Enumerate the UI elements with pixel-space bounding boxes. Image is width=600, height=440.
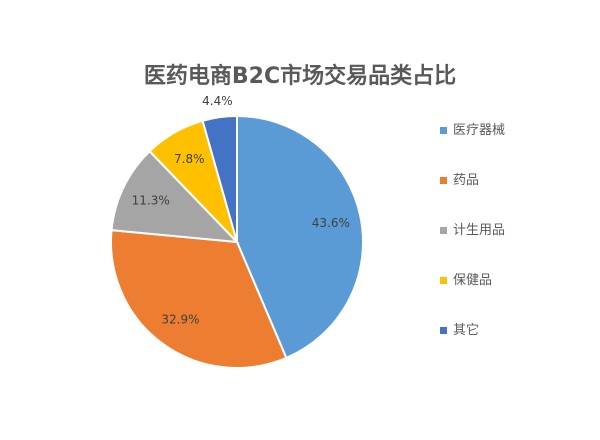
data-label: 4.4%	[202, 94, 233, 108]
legend-swatch	[440, 327, 447, 334]
legend-item: 保健品	[440, 269, 492, 288]
legend-item: 药品	[440, 169, 479, 188]
legend-item: 医疗器械	[440, 119, 505, 138]
legend-swatch	[440, 177, 447, 184]
legend-label: 保健品	[453, 273, 493, 288]
data-label: 11.3%	[132, 193, 170, 207]
legend-swatch	[440, 227, 447, 234]
pie-slice-0	[236, 114, 364, 360]
legend-label: 医疗器械	[453, 123, 506, 138]
data-label: 32.9%	[161, 312, 199, 326]
legend-item: 其它	[440, 319, 479, 338]
legend-swatch	[440, 277, 447, 284]
pie-slice-1	[110, 229, 288, 369]
data-label: 43.6%	[312, 216, 350, 230]
legend-item: 计生用品	[440, 219, 505, 238]
legend-label: 计生用品	[453, 223, 506, 238]
legend-swatch	[440, 127, 447, 134]
legend-label: 药品	[453, 173, 480, 188]
legend-label: 其它	[453, 323, 480, 338]
chart-title: 医药电商B2C市场交易品类占比	[143, 64, 457, 89]
data-label: 7.8%	[174, 152, 205, 166]
pie-slice-4	[201, 114, 238, 243]
pie-slice-2	[110, 149, 240, 244]
